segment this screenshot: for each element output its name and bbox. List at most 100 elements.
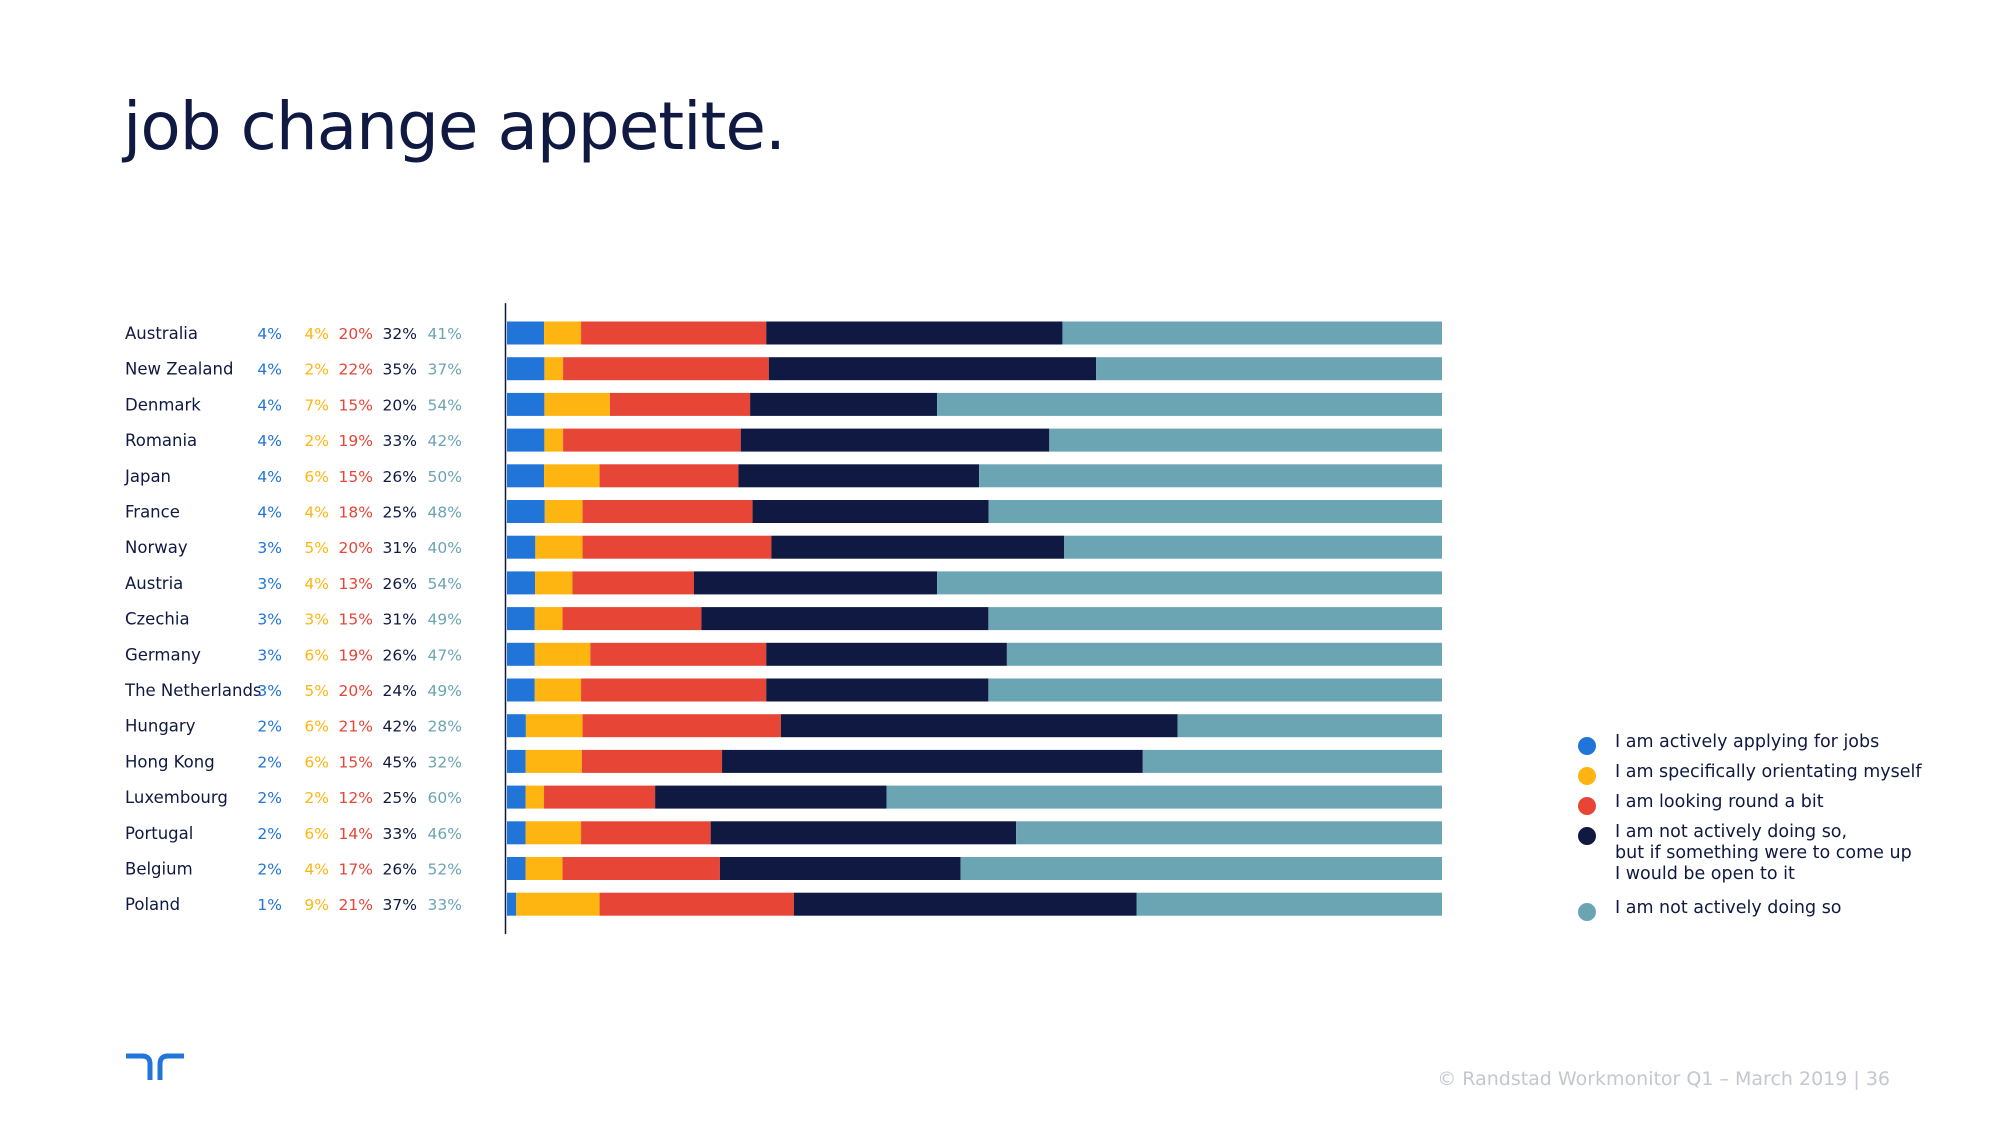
data-label: 20% <box>339 539 373 557</box>
bar-segment <box>525 714 583 738</box>
chart-row: Denmark 4% 7% 15% 20% 54% <box>125 392 1442 416</box>
data-label: 15% <box>339 611 373 629</box>
chart-row: Romania 4% 2% 19% 33% 42% <box>125 428 1442 452</box>
data-label: 12% <box>339 789 373 807</box>
legend-item: I am looking round a bit <box>1578 792 1824 815</box>
chart-row: Hungary 2% 6% 21% 42% 28% <box>125 714 1442 738</box>
data-label: 2% <box>257 718 282 736</box>
chart-row: Poland 1% 9% 21% 37% 33% <box>125 892 1442 916</box>
chart-row: New Zealand 4% 2% 22% 35% 37% <box>125 357 1442 381</box>
data-label: 4% <box>257 432 282 450</box>
bar-segment <box>507 678 535 702</box>
bar-segment <box>752 500 989 523</box>
bar-segment <box>582 714 781 738</box>
data-label: 35% <box>383 361 417 379</box>
bar-segment <box>886 785 1442 809</box>
data-label: 2% <box>257 789 282 807</box>
bar-segment <box>507 821 526 845</box>
category-label: Luxembourg <box>125 788 228 807</box>
bar-segment <box>534 607 563 631</box>
bar-segment <box>535 571 573 595</box>
bar-segment <box>750 392 938 416</box>
data-label: 25% <box>383 504 417 522</box>
data-label: 28% <box>428 718 462 736</box>
bar-segment <box>581 321 767 345</box>
data-label: 4% <box>257 468 282 486</box>
bar-segment <box>525 857 563 880</box>
bar-segment <box>525 785 545 809</box>
bar-segment <box>507 464 545 488</box>
bar-segment <box>507 785 526 809</box>
bar-segment <box>582 535 772 559</box>
legend-swatch <box>1578 827 1596 845</box>
data-label: 13% <box>339 575 373 593</box>
data-label: 60% <box>428 789 462 807</box>
bar-segment <box>562 607 702 631</box>
data-label: 42% <box>383 718 417 736</box>
bar-segment <box>507 321 545 345</box>
bar-segment <box>507 500 545 523</box>
data-label: 5% <box>304 539 329 557</box>
bar-segment <box>581 678 767 702</box>
data-label: 47% <box>428 646 462 664</box>
data-label: 41% <box>428 325 462 343</box>
data-label: 2% <box>304 361 329 379</box>
data-label: 3% <box>257 611 282 629</box>
chart-row: Portugal 2% 6% 14% 33% 46% <box>125 821 1442 845</box>
category-label: Poland <box>125 895 180 914</box>
data-label: 45% <box>383 753 417 771</box>
data-label: 6% <box>304 646 329 664</box>
bar-segment <box>722 749 1143 773</box>
data-label: 3% <box>257 682 282 700</box>
bar-segment <box>544 500 583 523</box>
bar-segment <box>979 464 1442 488</box>
data-label: 4% <box>304 575 329 593</box>
data-label: 7% <box>304 396 329 414</box>
legend-item: I am specifically orientating myself <box>1578 762 1922 785</box>
data-label: 2% <box>257 825 282 843</box>
bar-segment <box>544 392 610 416</box>
randstad-logo-icon <box>126 1053 184 1080</box>
bar-segment <box>507 571 536 595</box>
data-label: 6% <box>304 468 329 486</box>
bar-segment <box>507 749 526 773</box>
bar-segment <box>766 321 1063 345</box>
data-label: 6% <box>304 825 329 843</box>
data-label: 48% <box>428 504 462 522</box>
data-label: 50% <box>428 468 462 486</box>
category-label: Austria <box>125 574 183 593</box>
bar-segment <box>710 821 1017 845</box>
bar-segment <box>507 714 526 738</box>
data-label: 33% <box>383 825 417 843</box>
data-label: 14% <box>339 825 373 843</box>
data-label: 4% <box>304 325 329 343</box>
chart-row: Hong Kong 2% 6% 15% 45% 32% <box>125 749 1442 773</box>
data-label: 25% <box>383 789 417 807</box>
data-label: 4% <box>257 361 282 379</box>
footer-copyright: © Randstad Workmonitor Q1 – March 2019 |… <box>1437 1068 1890 1090</box>
bar-segment <box>507 392 545 416</box>
data-label: 42% <box>428 432 462 450</box>
category-label: Belgium <box>125 860 193 879</box>
bar-segment <box>572 571 694 595</box>
bar-segment <box>599 892 794 916</box>
bar-segment <box>581 821 711 845</box>
bar-segment <box>766 678 989 702</box>
bar-segment <box>609 392 751 416</box>
data-label: 20% <box>339 325 373 343</box>
bar-segment <box>1064 535 1442 559</box>
data-label: 15% <box>339 753 373 771</box>
bar-segment <box>507 535 536 559</box>
data-label: 40% <box>428 539 462 557</box>
bar-segment <box>1136 892 1442 916</box>
data-label: 18% <box>339 504 373 522</box>
bar-segment <box>534 642 591 666</box>
bar-segment <box>562 857 720 880</box>
chart-row: Australia 4% 4% 20% 32% 41% <box>125 321 1442 345</box>
legend-swatch <box>1578 903 1596 921</box>
data-label: 2% <box>257 861 282 879</box>
data-label: 26% <box>383 468 417 486</box>
category-label: The Netherlands <box>124 681 262 700</box>
page-title: job change appetite. <box>123 88 786 165</box>
